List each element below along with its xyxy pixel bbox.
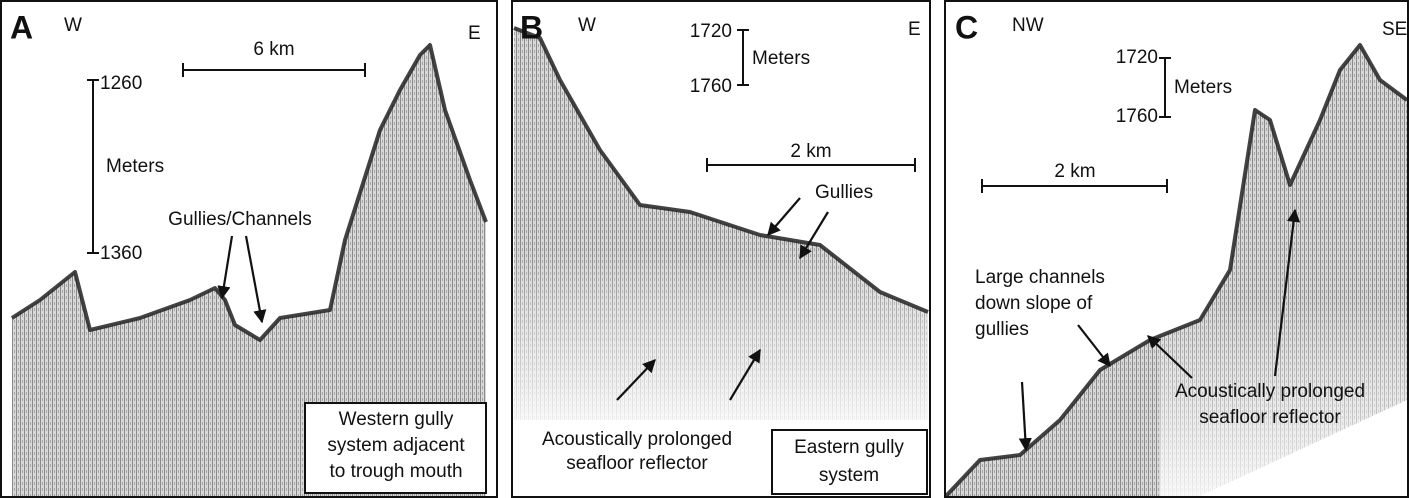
panel-b: B W E 1720 Meters 1760 2 km Gullies Acou… [511,0,931,498]
direction-right: E [908,19,921,40]
depth-unit: Meters [752,48,810,69]
seafloor [944,43,1409,498]
callout-line: gullies [975,319,1029,340]
seismic-image [12,45,486,496]
callout: Gullies/Channels [168,209,312,230]
depth-top: 1260 [100,73,142,94]
panel-a: A W E 6 km 1260 Meters 1360 Gullies/Chan… [0,0,498,498]
caption-line: system [819,465,879,486]
scale-label: 2 km [790,141,831,162]
panel-frame [0,0,498,498]
arrow [616,359,656,401]
panel-frame [944,0,1409,498]
depth-top: 1720 [690,21,732,42]
panel-label: A [10,9,33,45]
arrow [729,348,761,401]
arrow [799,211,829,260]
note-line: Acoustically prolonged [1175,381,1365,402]
image-fade [1160,300,1407,496]
panel-label: B [520,9,543,45]
scale-label: 6 km [253,39,294,60]
panel-c: C NW SE 1720 Meters 1760 2 km Large chan… [944,0,1409,498]
arrow [1147,335,1193,379]
note-line: seafloor reflector [566,453,708,474]
caption-line: Eastern gully [794,437,904,458]
arrow [217,235,234,300]
depth-bottom: 1760 [690,76,732,97]
panel-label: C [955,9,978,45]
arrow [1077,324,1111,368]
direction-left: W [64,15,82,36]
panel-frame [511,0,931,498]
scale-label: 2 km [1054,161,1095,182]
depth-unit: Meters [106,156,164,177]
arrow [767,197,801,236]
scale-bar [706,158,916,172]
arrow [1273,208,1301,377]
arrow [244,235,267,324]
caption-line: system adjacent [327,435,465,456]
direction-right: E [468,23,481,44]
scale-bar [981,179,1168,193]
scale-bar [182,63,366,77]
image-fade [514,250,928,422]
callout-line: down slope of [975,293,1093,314]
note-line: Acoustically prolonged [542,429,732,450]
seafloor [10,43,488,342]
depth-top: 1720 [1116,47,1158,68]
callout-line: Large channels [975,267,1105,288]
depth-bar [1159,57,1171,118]
direction-left: NW [1012,15,1044,36]
callout: Gullies [815,182,873,203]
depth-bottom: 1360 [100,243,142,264]
depth-bar [737,29,749,86]
arrow [1018,381,1032,452]
caption-box [304,402,487,494]
depth-bottom: 1760 [1116,106,1158,127]
direction-left: W [578,15,596,36]
note-line: seafloor reflector [1199,407,1341,428]
caption-line: to trough mouth [329,461,462,482]
caption-line: Western gully [339,409,454,430]
caption-box [771,429,928,495]
depth-unit: Meters [1174,77,1232,98]
seafloor [513,26,929,314]
depth-bar [87,79,99,254]
direction-right: SE [1382,19,1407,40]
